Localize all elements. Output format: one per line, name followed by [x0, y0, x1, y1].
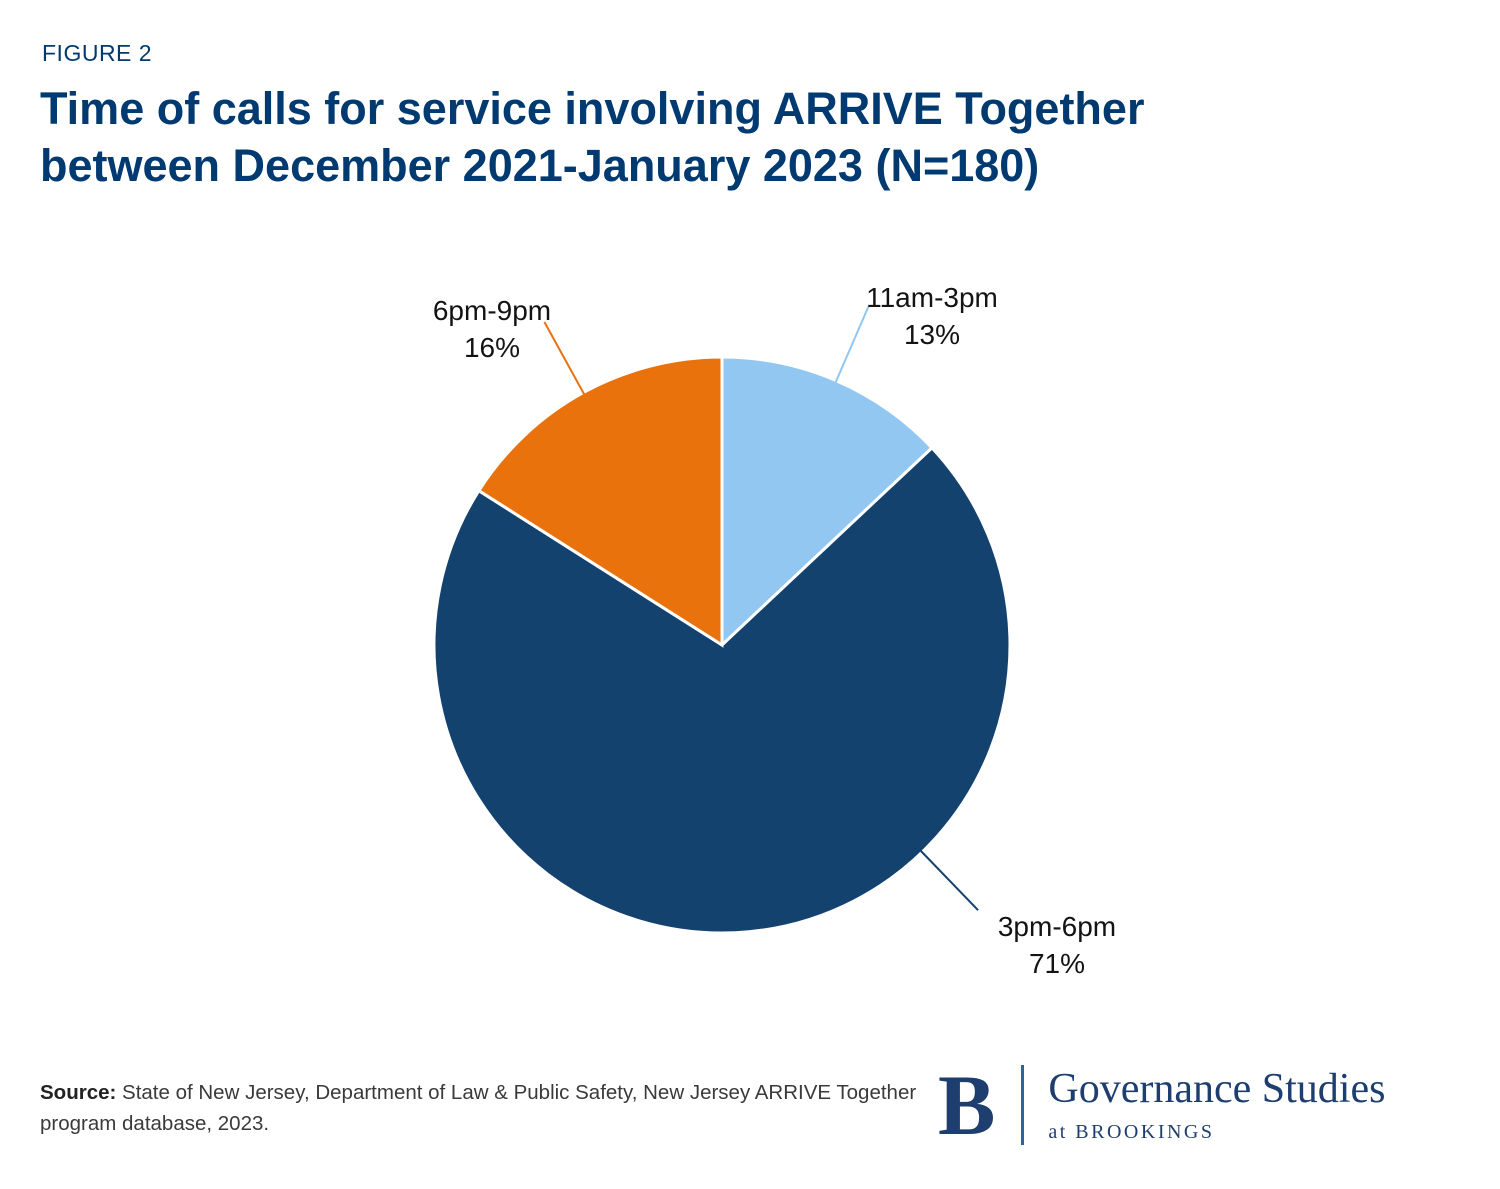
- slice-label-3pm-6pm: 3pm-6pm 71%: [937, 908, 1177, 982]
- figure-label: FIGURE 2: [42, 40, 153, 66]
- source-label: Source:: [40, 1081, 117, 1104]
- pie-slice-11am-3pm: [720, 355, 935, 649]
- slice-percentage: 71%: [1028, 948, 1086, 979]
- logo-suborg-name: at BROOKINGS: [1048, 1120, 1215, 1143]
- slice-percentage: 13%: [903, 319, 961, 350]
- logo-text-block: Governance Studies at BROOKINGS: [1048, 1066, 1385, 1143]
- chart-title: Time of calls for service involving ARRI…: [40, 83, 1145, 192]
- pie-slice-3pm-6pm: [432, 445, 1012, 935]
- slice-category: 11am-3pm: [866, 282, 998, 313]
- leader-line-3pm-6pm: [913, 843, 979, 911]
- source-note: Source: State of New Jersey, Department …: [40, 1078, 930, 1140]
- slice-category: 6pm-9pm: [432, 295, 552, 326]
- pie-slice-6pm-9pm: [476, 355, 724, 648]
- source-text: State of New Jersey, Department of Law &…: [40, 1081, 917, 1135]
- slice-category: 3pm-6pm: [997, 911, 1117, 942]
- slice-label-11am-3pm: 11am-3pm 13%: [812, 279, 1052, 353]
- logo-divider: [1021, 1065, 1025, 1145]
- brookings-b-icon: B: [938, 1057, 996, 1153]
- slice-percentage: 16%: [463, 332, 521, 363]
- brookings-logo: B Governance Studies at BROOKINGS: [938, 1062, 1385, 1148]
- slice-label-6pm-9pm: 6pm-9pm 16%: [372, 292, 612, 366]
- logo-org-name: Governance Studies: [1048, 1066, 1386, 1113]
